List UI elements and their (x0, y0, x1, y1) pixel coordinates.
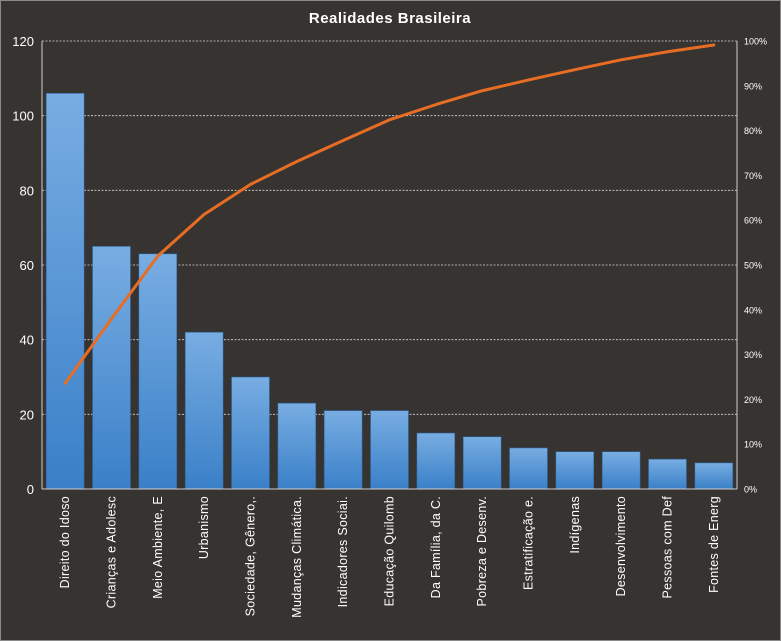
x-tick-label: Pobreza e Desenv. (475, 496, 489, 606)
bar-series (45, 92, 734, 490)
y2-tick-label: 40% (744, 305, 762, 315)
bar (555, 451, 595, 490)
bar (648, 458, 687, 490)
x-tick-label: Fontes de Energ (707, 496, 721, 593)
y-tick-label: 60 (20, 258, 34, 273)
x-tick-label: Urbanismo (197, 496, 211, 559)
x-tick-label: Meio Ambiente, E (151, 496, 165, 599)
y-tick-label: 100 (12, 109, 34, 124)
bar (277, 402, 317, 490)
x-tick-label: Indicadores Sociai. (336, 496, 350, 607)
bar (323, 410, 363, 490)
x-tick-label: Estratificação e. (522, 496, 536, 590)
cumulative-line (63, 43, 716, 385)
x-tick-label: Direito do Idoso (58, 496, 72, 588)
x-axis-tick-labels: Direito do Idoso Crianças e Adolesc Meio A… (58, 496, 721, 618)
bar (416, 432, 456, 490)
bar (601, 451, 641, 490)
bar (184, 331, 224, 490)
bar (462, 436, 502, 490)
y-tick-label: 40 (20, 333, 34, 348)
y-tick-label: 120 (12, 34, 34, 49)
x-tick-label: Da Família, da C. (429, 496, 443, 598)
bar (45, 92, 85, 490)
y-tick-label: 0 (27, 482, 34, 497)
axes (41, 41, 738, 490)
x-tick-label: Indígenas (568, 496, 582, 554)
y2-tick-label: 0% (744, 485, 757, 495)
y-axis-right-ticks: 0% 10% 20% 30% 40% 50% 60% 70% 80% 90% 100% (744, 37, 767, 495)
x-tick-label: Sociedade, Gênero,. (244, 496, 258, 616)
x-tick-label: Mudanças Climática. (290, 496, 304, 618)
bar (92, 246, 131, 490)
bar (694, 462, 734, 490)
chart-title: Realidades Brasileira (309, 10, 471, 27)
y2-tick-label: 20% (744, 395, 762, 405)
y2-tick-label: 70% (744, 171, 762, 181)
cumulative-line-series (63, 43, 716, 385)
bar (509, 447, 548, 490)
y2-tick-label: 60% (744, 216, 762, 226)
y2-tick-label: 80% (744, 126, 762, 136)
bar (138, 253, 178, 490)
y-tick-label: 80 (20, 183, 34, 198)
y-axis-left-ticks: 0 20 40 60 80 100 120 (12, 34, 34, 497)
y2-tick-label: 100% (744, 37, 767, 47)
bar (370, 410, 409, 490)
y2-tick-label: 10% (744, 440, 762, 450)
x-tick-label: Pessoas com Def (661, 496, 675, 599)
x-tick-label: Crianças e Adolesc (105, 496, 119, 608)
y2-tick-label: 90% (744, 81, 762, 91)
x-tick-label: Desenvolvimento (614, 496, 628, 596)
y-tick-label: 20 (20, 407, 34, 422)
y2-tick-label: 50% (744, 261, 762, 271)
y2-tick-label: 30% (744, 350, 762, 360)
x-tick-label: Educação Quilomb (383, 496, 397, 606)
bar (231, 376, 270, 490)
